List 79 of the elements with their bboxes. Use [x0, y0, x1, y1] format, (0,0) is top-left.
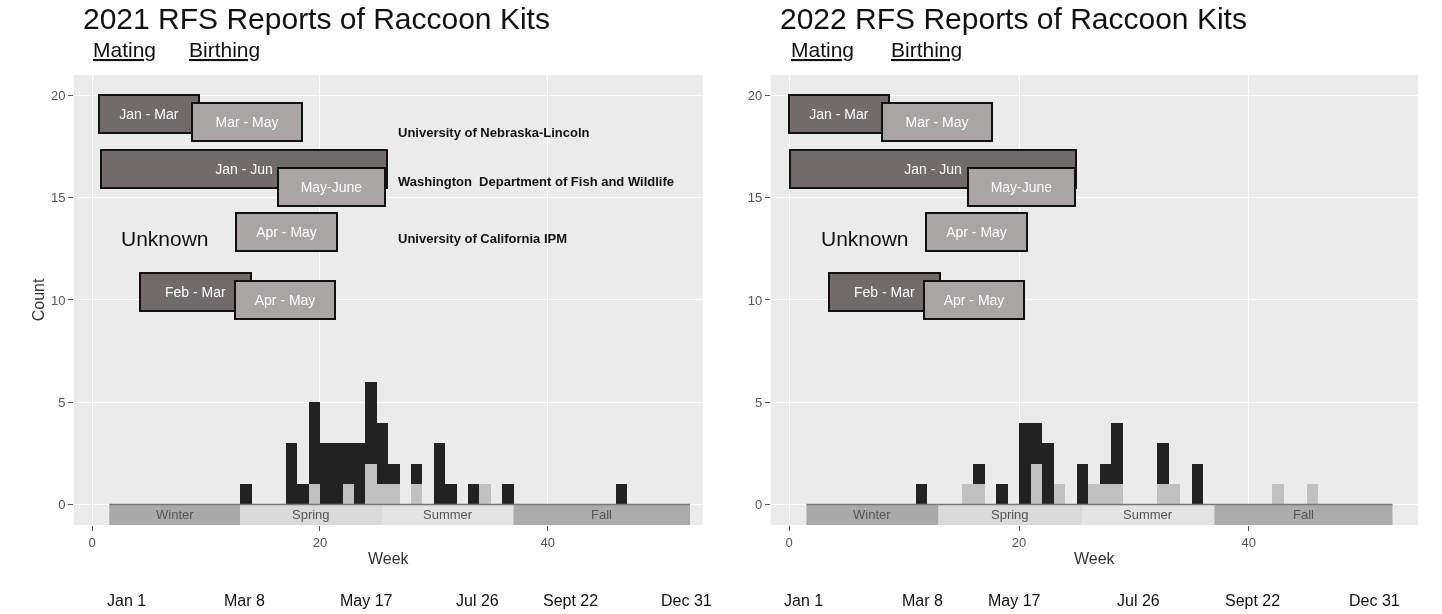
y-tick-label: 10 [50, 292, 66, 308]
annotation: Washington Department of Fish and Wildlife [398, 174, 675, 189]
annotation: Apr - May [256, 224, 317, 240]
y-tick-label: 15 [747, 190, 763, 206]
y-tick-label: 20 [50, 87, 66, 103]
bar [1030, 463, 1042, 505]
text: Sept 22 [543, 592, 599, 609]
bar [1053, 483, 1065, 505]
text: Dec 31 [661, 592, 712, 609]
annotation: Mar - May [905, 114, 969, 130]
x-tick-label: 0 [785, 534, 793, 550]
y-tick-label: 10 [747, 292, 763, 308]
text: Jan 1 [784, 592, 824, 609]
text: Jul 26 [456, 592, 499, 609]
annotation: Apr - May [254, 292, 316, 308]
band-label: Fall [591, 507, 613, 522]
bar [1191, 463, 1203, 505]
text: Mating [93, 38, 157, 61]
text: Birthing [891, 38, 963, 61]
text: Mating [791, 38, 855, 61]
x-tick-label: 0 [88, 534, 96, 550]
bar [972, 463, 985, 484]
chart-title: 2021 RFS Reports of Raccoon Kits [83, 2, 550, 35]
bar [1271, 483, 1284, 505]
annotation: Unknown [821, 227, 909, 250]
x-tick-label: 20 [1011, 534, 1027, 550]
text: Jul 26 [1117, 592, 1160, 609]
annotation: University of California IPM [398, 231, 568, 246]
bar [915, 483, 927, 505]
y-tick-label: 15 [50, 190, 66, 206]
y-tick-label: 0 [58, 497, 66, 513]
band-label: Winter [853, 507, 892, 522]
y-tick-label: 5 [754, 394, 763, 410]
x-tick-label: 40 [1241, 534, 1257, 550]
y-tick-label: 5 [58, 394, 66, 410]
text: May 17 [340, 592, 393, 609]
bar [1156, 442, 1169, 484]
band-label: Spring [292, 507, 330, 522]
bar [410, 483, 422, 505]
bar [615, 483, 627, 505]
text: Mar 8 [224, 592, 265, 609]
x-axis-title: Week [1073, 550, 1116, 568]
bar [308, 483, 320, 505]
bar [239, 483, 252, 505]
y-tick-label: 0 [754, 497, 763, 513]
annotation: Jan - Mar [809, 106, 869, 122]
x-tick-label: 20 [312, 534, 328, 550]
bar [1306, 483, 1318, 505]
annotation: Apr - May [946, 224, 1007, 240]
x-tick-label: 40 [540, 534, 555, 550]
bar [995, 483, 1008, 505]
bar [478, 483, 491, 505]
band-label: Fall [1293, 507, 1315, 522]
annotation: Mar - May [215, 114, 279, 130]
band-label: Winter [156, 507, 195, 522]
y-tick-label: 20 [747, 87, 763, 103]
annotation: Feb - Mar [164, 284, 227, 300]
y-axis-title: Count [29, 278, 47, 322]
text: Dec 31 [1349, 592, 1400, 609]
bar [410, 463, 422, 484]
text: May 17 [988, 592, 1041, 609]
annotation: Apr - May [943, 292, 1005, 308]
text: Mar 8 [902, 592, 943, 609]
text: Sept 22 [1225, 592, 1281, 609]
bar [342, 483, 354, 505]
annotation: Unknown [121, 227, 209, 250]
annotation: University of Nebraska-Lincoln [398, 125, 590, 140]
band-label: Spring [991, 507, 1029, 522]
bar [501, 483, 514, 505]
text: Birthing [189, 38, 261, 61]
annotation: Feb - Mar [853, 284, 916, 300]
bar [1076, 463, 1088, 505]
text: Jan 1 [107, 592, 147, 609]
x-axis-title: Week [367, 550, 410, 568]
band-label: Summer [1123, 507, 1173, 522]
bar [467, 483, 479, 505]
chart-title: 2022 RFS Reports of Raccoon Kits [780, 2, 1247, 35]
band-label: Summer [423, 507, 473, 522]
annotation: Jan - Mar [119, 106, 179, 122]
